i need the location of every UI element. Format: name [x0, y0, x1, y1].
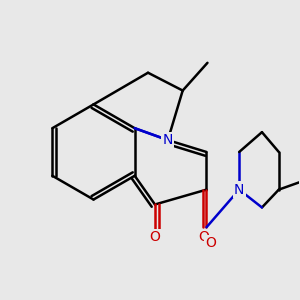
Text: N: N [234, 183, 244, 196]
Text: O: O [149, 230, 161, 244]
Text: O: O [205, 236, 216, 250]
Text: O: O [149, 230, 161, 244]
Text: N: N [163, 133, 173, 147]
Text: O: O [198, 230, 209, 244]
